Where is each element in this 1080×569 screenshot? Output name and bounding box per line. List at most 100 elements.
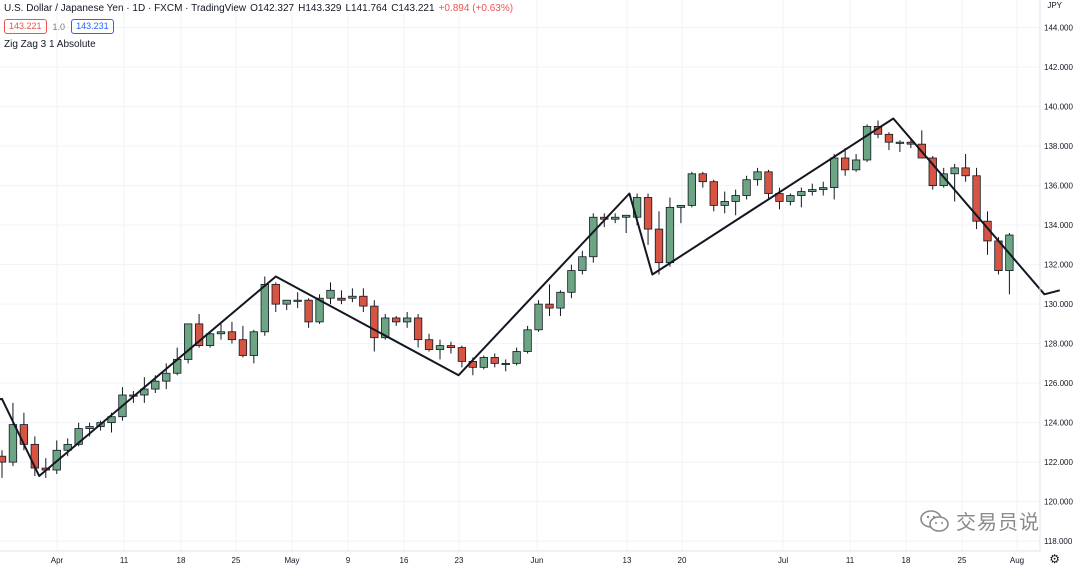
buy-button[interactable]: 143.231 <box>71 19 114 34</box>
x-tick-label: 11 <box>120 556 129 565</box>
candle <box>830 154 839 200</box>
close-value: C143.221 <box>391 3 435 14</box>
candle-body-down <box>972 175 981 222</box>
candle-body-up <box>950 167 959 175</box>
candle-body-up <box>862 125 872 161</box>
candle-body-down <box>457 347 467 362</box>
candle-body-down <box>424 339 434 350</box>
candle <box>227 321 237 344</box>
candle <box>753 167 762 186</box>
candle <box>238 325 248 358</box>
candle-body-up <box>74 428 83 445</box>
price-axis[interactable]: 144.000 142.000 140.000 138.000 136.000 134.0… <box>1039 0 1073 551</box>
candle-body-down <box>643 197 653 230</box>
x-tick-label: 25 <box>958 556 967 565</box>
candle-body-up <box>435 345 445 350</box>
sell-button[interactable]: 143.221 <box>4 19 47 34</box>
candle-body-down <box>490 357 499 364</box>
candle <box>862 124 872 162</box>
candle <box>950 163 959 202</box>
candle-body-up <box>567 270 576 293</box>
candle <box>972 167 981 230</box>
candle-body-up <box>687 173 696 206</box>
candle <box>643 193 653 245</box>
candle-body-up <box>622 214 631 218</box>
candle <box>435 339 445 360</box>
low-value: L141.764 <box>345 3 388 14</box>
candle-body-up <box>249 331 259 356</box>
candle <box>654 211 664 275</box>
candle-body-up <box>8 424 18 463</box>
candle-body-up <box>819 187 828 190</box>
x-tick-label: 11 <box>846 556 855 565</box>
candle-body-down <box>698 173 707 183</box>
candle <box>928 156 937 190</box>
candle-body-up <box>611 216 620 220</box>
candle-body-up <box>753 171 762 181</box>
candle <box>205 331 215 348</box>
candle <box>545 284 554 316</box>
candle-body-down <box>30 443 40 469</box>
chart-legend: U.S. Dollar / Japanese Yen · 1D · FXCM ·… <box>4 3 517 51</box>
candle <box>622 214 631 234</box>
candle-body-up <box>402 317 412 323</box>
time-axis[interactable]: Apr 11 18 25 May 9 16 23 Jun 13 20 Jul 11 18 25 Aug <box>0 550 1040 565</box>
watermark-text: 交易员说 <box>956 512 1040 534</box>
watermark: 交易员说 <box>920 506 1040 535</box>
candle-body-up <box>282 299 291 305</box>
indicator-label[interactable]: Zig Zag 3 1 Absolute <box>4 39 96 50</box>
candle <box>764 169 773 200</box>
candle <box>1005 233 1014 295</box>
candle <box>0 450 7 478</box>
candle <box>611 213 620 224</box>
candle-body-up <box>315 297 324 323</box>
candle <box>841 148 850 176</box>
candle-body-up <box>939 173 948 187</box>
candle <box>851 154 861 172</box>
candle-body-down <box>413 317 423 341</box>
candle-body-down <box>928 157 937 187</box>
candle-body-up <box>501 362 510 365</box>
candle-body-up <box>830 157 839 189</box>
candle <box>567 264 576 299</box>
y-tick-label: 142.000 <box>1044 63 1073 72</box>
symbol-title[interactable]: U.S. Dollar / Japanese Yen · 1D · FXCM ·… <box>4 3 247 14</box>
candle <box>676 204 686 224</box>
candle-body-down <box>764 171 773 194</box>
candle-body-down <box>0 455 7 463</box>
y-tick-label: 140.000 <box>1044 103 1073 112</box>
candle-body-up <box>556 291 565 309</box>
change-value: +0.894 (+0.63%) <box>438 3 514 14</box>
x-tick-label: 16 <box>400 556 409 565</box>
candle-body-up <box>742 179 751 196</box>
candle-body-up <box>326 289 335 299</box>
candle-body-up <box>183 323 193 360</box>
candle-body-up <box>107 416 116 424</box>
candle-body-down <box>841 157 850 171</box>
x-tick-label: 9 <box>346 556 351 565</box>
candle-body-up <box>808 189 817 192</box>
currency-label[interactable]: JPY <box>1047 1 1062 10</box>
x-tick-label: Jul <box>778 556 788 565</box>
x-tick-label: Apr <box>51 556 64 565</box>
candle-body-down <box>227 331 237 341</box>
candle <box>304 298 313 328</box>
candle-body-down <box>271 283 280 305</box>
candle <box>402 312 412 328</box>
candle <box>578 250 587 275</box>
candle <box>961 154 970 182</box>
settings-gear-icon[interactable]: ⚙ <box>1049 552 1060 566</box>
candle <box>808 183 817 196</box>
candle <box>720 191 729 214</box>
candle-body-down <box>884 133 894 143</box>
x-tick-label: 13 <box>623 556 632 565</box>
y-tick-label: 120.000 <box>1044 498 1073 507</box>
grid <box>0 0 1040 551</box>
candle-body-down <box>359 295 368 307</box>
candle-body-up <box>578 256 587 271</box>
candle-body-down <box>238 339 248 356</box>
spread-value: 1.0 <box>52 21 66 32</box>
candle <box>348 288 357 303</box>
candle <box>819 181 828 196</box>
